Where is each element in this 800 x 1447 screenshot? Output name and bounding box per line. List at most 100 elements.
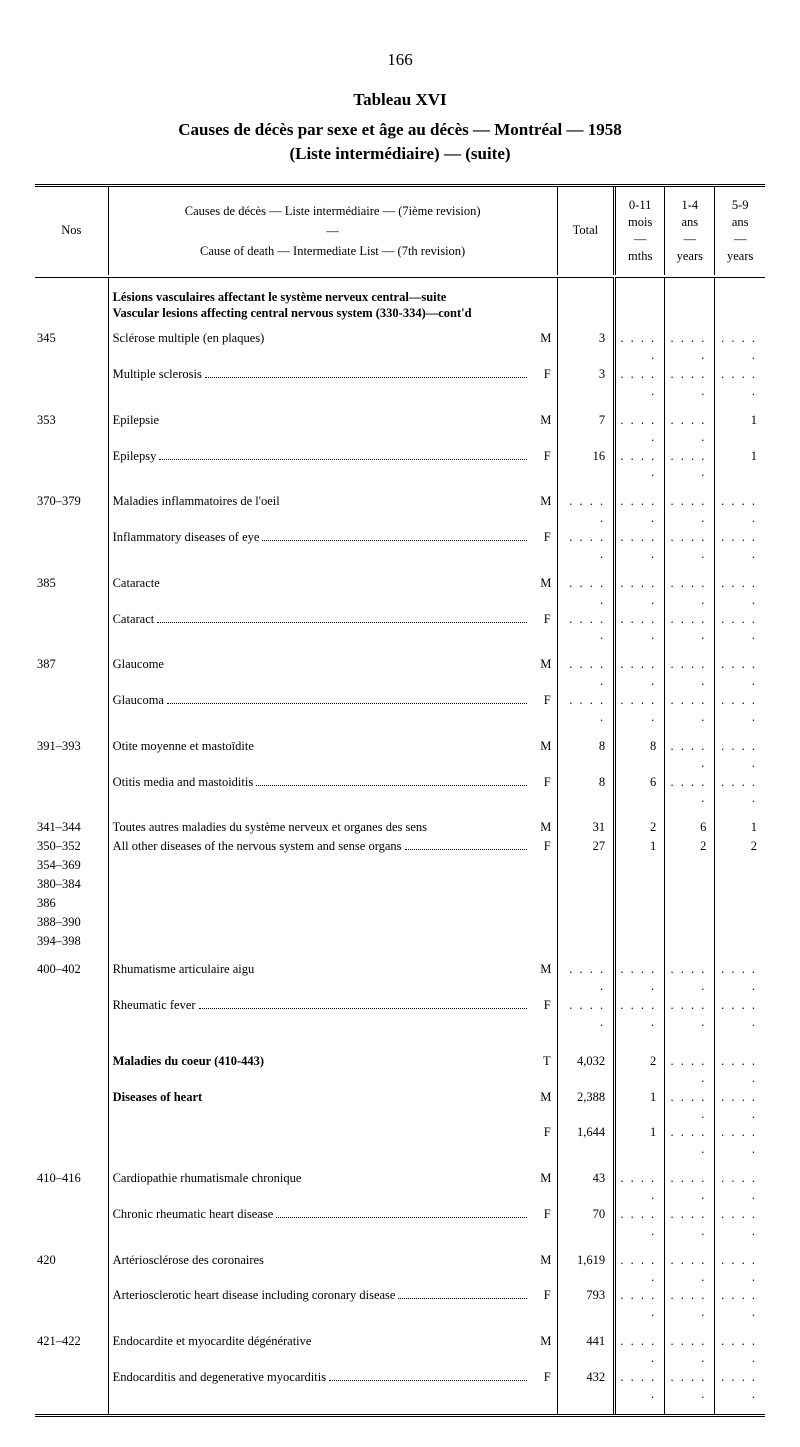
dots: . . . . . xyxy=(557,691,614,727)
dots: . . . . . xyxy=(615,610,665,646)
val: 1 xyxy=(715,411,765,447)
main-title: Causes de décès par sexe et âge au décès… xyxy=(35,120,765,140)
sex-f: F xyxy=(536,447,557,483)
dots: . . . . . xyxy=(615,329,665,365)
dots: . . . . . xyxy=(715,1123,765,1159)
val: 1 xyxy=(615,1123,665,1159)
dots: . . . . . xyxy=(665,447,715,483)
sex-m: M xyxy=(536,411,557,447)
nos: 387 xyxy=(35,655,108,691)
sex-m: M xyxy=(536,960,557,996)
total-f: 8 xyxy=(557,773,614,809)
dots: . . . . . xyxy=(665,610,715,646)
dots: . . . . . xyxy=(665,1332,715,1368)
h-a1-mid: mois xyxy=(628,215,652,229)
dots: . . . . . xyxy=(715,691,765,727)
total-m: 1,619 xyxy=(557,1251,614,1287)
table-row: Cataract F . . . . . . . . . . . . . . .… xyxy=(35,610,765,646)
dots: . . . . . xyxy=(665,365,715,401)
cause-en: Chronic rheumatic heart disease xyxy=(108,1205,536,1241)
val: 1 xyxy=(715,818,765,837)
sex-f: F xyxy=(536,773,557,809)
dots: . . . . . xyxy=(665,1088,715,1124)
h-a3-mid: ans xyxy=(732,215,749,229)
cause-fr: Cardiopathie rhumatismale chronique xyxy=(108,1169,536,1205)
header-cause-en: Cause of death — Intermediate List — (7t… xyxy=(200,244,465,258)
nos: 391–393 xyxy=(35,737,108,773)
dots: . . . . . xyxy=(665,691,715,727)
dots: . . . . . xyxy=(665,1251,715,1287)
total-m: 43 xyxy=(557,1169,614,1205)
dots: . . . . . xyxy=(665,773,715,809)
section-heading-heart-en: Diseases of heart xyxy=(108,1088,536,1124)
table-row: Diseases of heart M 2,388 1 . . . . . . … xyxy=(35,1088,765,1124)
dots: . . . . . xyxy=(665,1123,715,1159)
table-row: 341–344 Toutes autres maladies du systèm… xyxy=(35,818,765,837)
cause-fr: Toutes autres maladies du système nerveu… xyxy=(108,818,536,837)
dots: . . . . . xyxy=(665,996,715,1032)
total-m: 2,388 xyxy=(557,1088,614,1124)
h-a2-mid: ans xyxy=(681,215,698,229)
data-table: Nos Causes de décès — Liste intermédiair… xyxy=(35,187,765,1414)
total-m: 8 xyxy=(557,737,614,773)
dots: . . . . . xyxy=(665,960,715,996)
dots: . . . . . xyxy=(715,1169,765,1205)
en-text: Inflammatory diseases of eye xyxy=(113,529,260,546)
dots: . . . . . xyxy=(615,691,665,727)
cause-en: Rheumatic fever xyxy=(108,996,536,1032)
dots: . . . . . xyxy=(557,655,614,691)
dots: . . . . . xyxy=(665,655,715,691)
dots: . . . . . xyxy=(557,610,614,646)
table-row: Endocarditis and degenerative myocarditi… xyxy=(35,1368,765,1404)
cause-fr: Epilepsie xyxy=(108,411,536,447)
nos: 410–416 xyxy=(35,1169,108,1205)
cause-en: Inflammatory diseases of eye xyxy=(108,528,536,564)
val: 1 xyxy=(715,447,765,483)
cause-en: Endocarditis and degenerative myocarditi… xyxy=(108,1368,536,1404)
dots: . . . . . xyxy=(665,1169,715,1205)
dots: . . . . . xyxy=(665,1368,715,1404)
sex-m: M xyxy=(536,1169,557,1205)
sex-f: F xyxy=(536,528,557,564)
header-total: Total xyxy=(557,187,614,275)
en-text: Endocarditis and degenerative myocarditi… xyxy=(113,1369,326,1386)
nos: 388–390 xyxy=(35,913,108,932)
h-a3-bot: years xyxy=(727,249,753,263)
dots: . . . . . xyxy=(615,365,665,401)
cause-en: Epilepsy xyxy=(108,447,536,483)
val: 2 xyxy=(615,1052,665,1088)
cause-fr: Sclérose multiple (en plaques) xyxy=(108,329,536,365)
table-row: Inflammatory diseases of eye F . . . . .… xyxy=(35,528,765,564)
dots: . . . . . xyxy=(615,996,665,1032)
dots: . . . . . xyxy=(715,528,765,564)
table-row: Otitis media and mastoiditis F 8 6 . . .… xyxy=(35,773,765,809)
dots: . . . . . xyxy=(715,1205,765,1241)
table-row: Maladies du coeur (410-443) T 4,032 2 . … xyxy=(35,1052,765,1088)
total-t: 4,032 xyxy=(557,1052,614,1088)
section1-fr: Lésions vasculaires affectant le système… xyxy=(113,290,447,304)
total-f: 27 xyxy=(557,837,614,856)
val: 8 xyxy=(615,737,665,773)
sex-f: F xyxy=(536,365,557,401)
dots: . . . . . xyxy=(715,1088,765,1124)
sub-title: (Liste intermédiaire) — (suite) xyxy=(35,144,765,164)
dots: . . . . . xyxy=(665,737,715,773)
nos: 380–384 xyxy=(35,875,108,894)
en-text: Rheumatic fever xyxy=(113,997,196,1014)
dots: . . . . . xyxy=(665,1205,715,1241)
val: 6 xyxy=(665,818,715,837)
dots: . . . . . xyxy=(665,329,715,365)
table-row: 345 Sclérose multiple (en plaques) M 3 .… xyxy=(35,329,765,365)
sex-m: M xyxy=(536,492,557,528)
total-f: 432 xyxy=(557,1368,614,1404)
total-f: 70 xyxy=(557,1205,614,1241)
nos: 350–352 xyxy=(35,837,108,856)
dots: . . . . . xyxy=(715,737,765,773)
sex-f: F xyxy=(536,1205,557,1241)
h-a2-bot: years xyxy=(677,249,703,263)
table-row: 350–352 All other diseases of the nervou… xyxy=(35,837,765,856)
dots: . . . . . xyxy=(715,574,765,610)
table-row: 387 Glaucome M . . . . . . . . . . . . .… xyxy=(35,655,765,691)
cause-en: Cataract xyxy=(108,610,536,646)
table-row: 380–384 xyxy=(35,875,765,894)
